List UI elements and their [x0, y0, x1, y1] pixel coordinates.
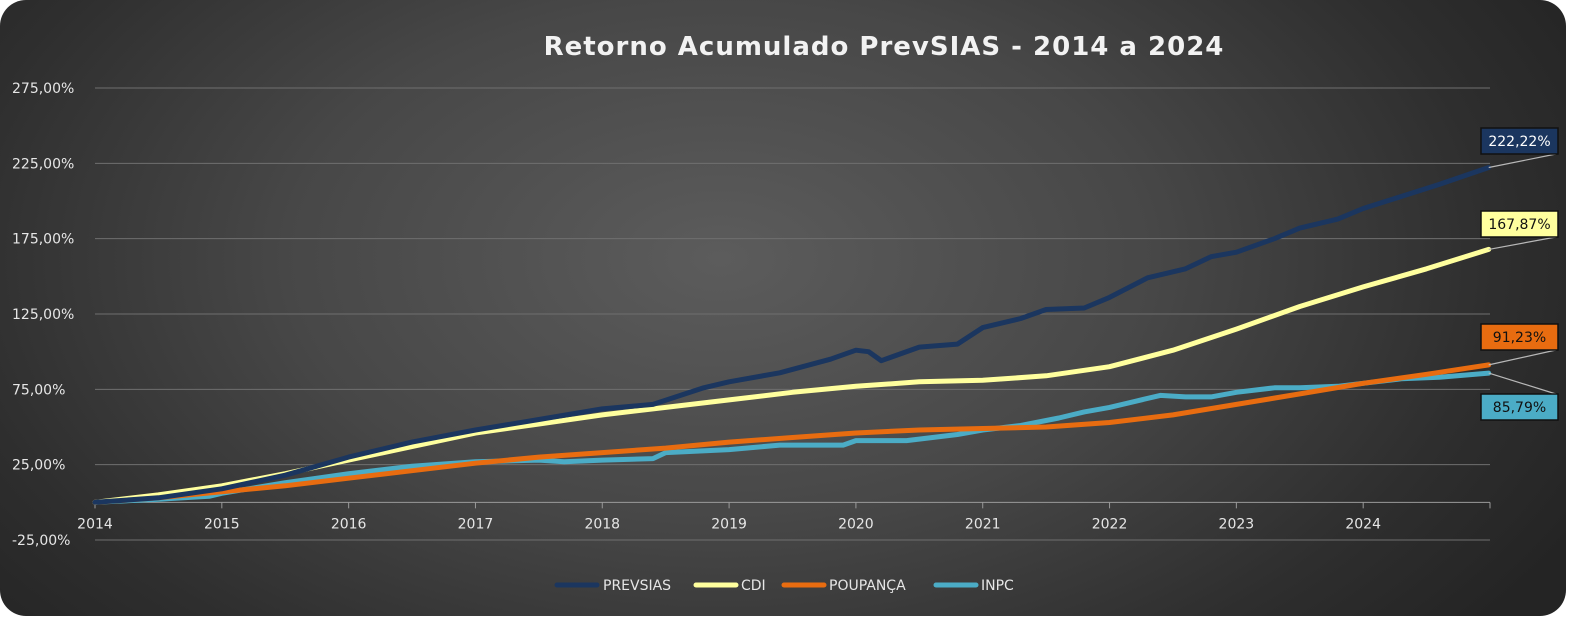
x-tick-label: 2021: [965, 516, 1001, 532]
y-tick-label: 75,00%: [12, 382, 65, 398]
x-tick-label: 2019: [711, 516, 747, 532]
legend-label: PREVSIAS: [603, 578, 671, 594]
y-tick-label: 275,00%: [12, 81, 74, 97]
end-label-text: 222,22%: [1488, 134, 1550, 150]
y-tick-label: -25,00%: [12, 533, 70, 549]
line-chart: Retorno Acumulado PrevSIAS - 2014 a 2024…: [12, 32, 1559, 594]
end-label-text: 167,87%: [1488, 217, 1550, 233]
legend: PREVSIAS CDI POUPANÇA INPC: [554, 578, 1014, 594]
y-tick-label: 225,00%: [12, 156, 74, 172]
end-label-cdi: 167,87%: [1480, 210, 1559, 250]
end-label-prevsias: 222,22%: [1480, 127, 1559, 169]
legend-label: CDI: [741, 578, 766, 594]
x-tick-label: 2018: [584, 516, 620, 532]
y-tick-label: 125,00%: [12, 307, 74, 323]
x-tick-label: 2020: [838, 516, 874, 532]
x-axis-ticks: 2014 2015 2016 2017 2018 2019 2020 2021 2022 2023…: [77, 501, 1491, 532]
legend-item-cdi: CDI: [693, 578, 766, 594]
y-tick-label: 25,00%: [12, 458, 65, 474]
end-label-inpc: 85,79%: [1480, 372, 1559, 421]
series-line-poupança: [92, 362, 1492, 505]
series-line-inpc: [92, 370, 1492, 505]
legend-item-inpc: INPC: [933, 578, 1014, 594]
y-tick-label: 175,00%: [12, 232, 74, 248]
end-label-box: [1480, 210, 1559, 238]
end-label-box: [1480, 323, 1559, 351]
end-label-poupança: 91,23%: [1480, 323, 1559, 366]
x-tick-label: 2017: [458, 516, 494, 532]
legend-item-prevsias: PREVSIAS: [554, 578, 671, 594]
legend-label: POUPANÇA: [829, 578, 906, 594]
leader-line: [1488, 349, 1557, 366]
leader-line: [1488, 153, 1557, 169]
chart-card: Retorno Acumulado PrevSIAS - 2014 a 2024…: [0, 0, 1566, 616]
end-label-box: [1480, 127, 1559, 155]
legend-label: INPC: [981, 578, 1014, 594]
x-tick-label: 2024: [1345, 516, 1381, 532]
y-axis-ticks: 275,00% 225,00% 175,00% 125,00% 75,00% 25,00%…: [12, 81, 74, 549]
x-tick-label: 2016: [331, 516, 367, 532]
end-label-text: 91,23%: [1493, 330, 1546, 346]
end-label-text: 85,79%: [1493, 400, 1546, 416]
x-tick-label: 2015: [204, 516, 240, 532]
x-tick-label: 2022: [1092, 516, 1128, 532]
x-tick-label: 2023: [1219, 516, 1255, 532]
x-tick-label: 2014: [77, 516, 113, 532]
end-value-labels: 222,22% 167,87% 91,23% 85,79%: [1480, 127, 1559, 421]
leader-line: [1488, 236, 1557, 250]
leader-line: [1488, 372, 1557, 395]
chart-title: Retorno Acumulado PrevSIAS - 2014 a 2024: [544, 32, 1225, 62]
series-lines: [92, 165, 1492, 505]
end-label-box: [1480, 393, 1559, 421]
series-line-prevsias: [92, 165, 1492, 505]
legend-item-poupança: POUPANÇA: [781, 578, 906, 594]
